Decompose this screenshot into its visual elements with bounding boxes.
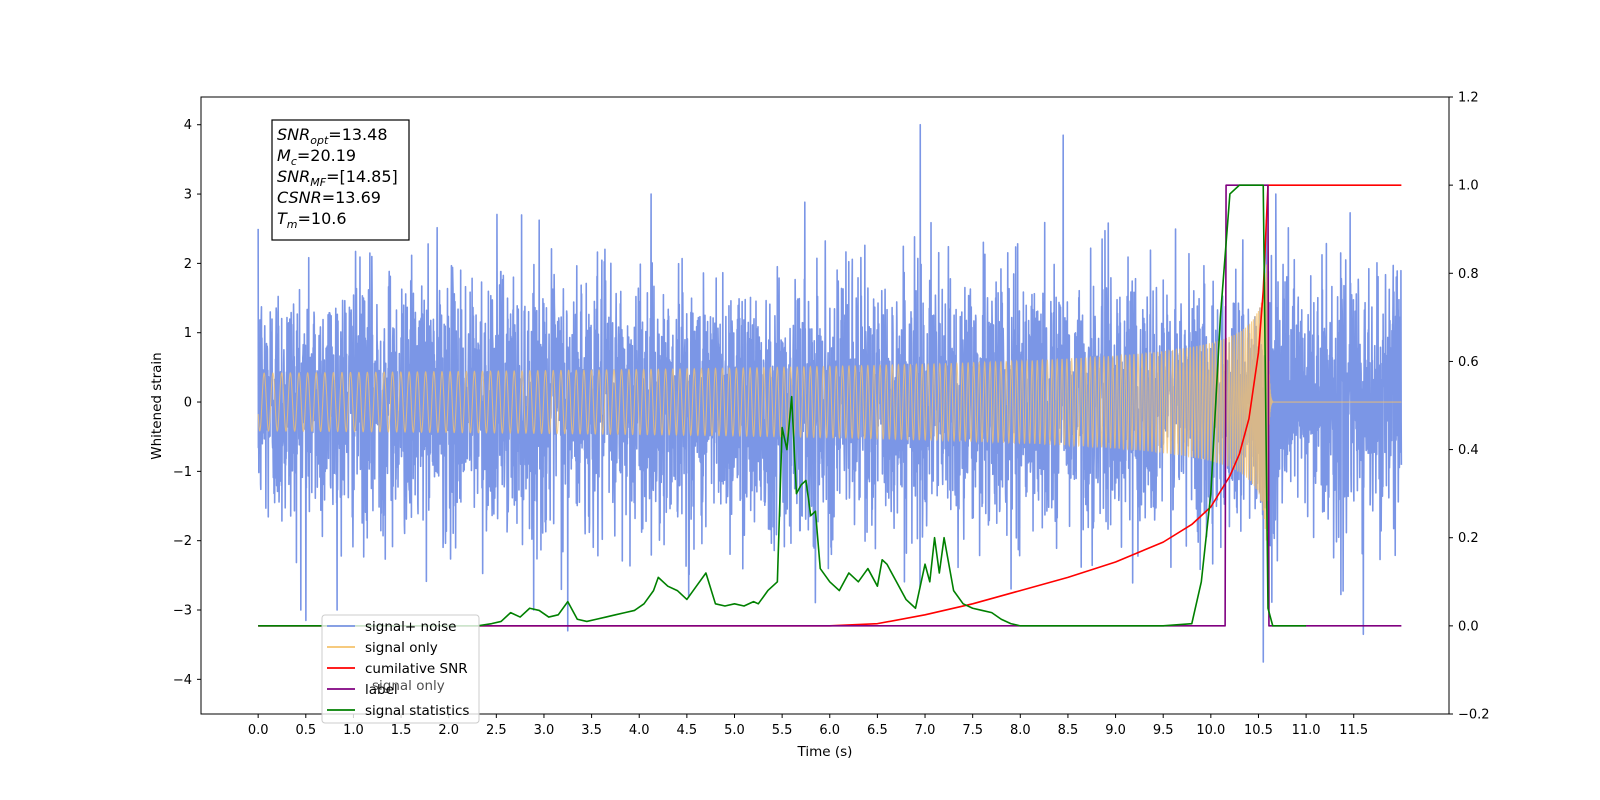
y-axis-label: Whitened strain [149,352,165,459]
plot-frame [200,96,1450,715]
x-tick-label: 0.5 [295,723,316,738]
y2-tick-label: 0.0 [1458,619,1479,634]
series-cumilative-snr-line [258,184,1402,627]
x-tick-label: 2.5 [486,723,507,738]
series-layer [257,123,1403,663]
x-tick-label: 8.0 [1010,723,1031,738]
legend-label: cumilative SNR [365,661,468,677]
x-tick-label: 10.0 [1196,723,1225,738]
stats-line: CSNR=13.69 [277,188,381,207]
x-tick-label: 5.5 [772,723,793,738]
x-tick-label: 3.5 [581,723,602,738]
y2-tick-label: 0.8 [1458,267,1479,282]
y-tick-label: 1 [184,326,192,341]
stats-line: Tm=10.6 [277,209,347,231]
stats-box: SNRopt=13.48Mc=20.19SNRMF=[14.85]CSNR=13… [271,119,410,241]
y-tick-label: 3 [184,188,192,203]
x-tick-label: 0.0 [248,723,269,738]
legend-label: signal only [365,640,438,656]
y-tick-label: −2 [173,534,192,549]
x-tick-label: 10.5 [1244,723,1273,738]
y2-axis: −0.2 0.0 0.2 0.4 0.6 0.8 1.0 1.2 [1449,91,1490,723]
x-tick-label: 8.5 [1058,723,1079,738]
x-axis-label: Time (s) [797,744,853,760]
x-tick-label: 4.0 [629,723,650,738]
x-tick-label: 2.0 [438,723,459,738]
y-tick-label: −4 [173,673,192,688]
x-tick-label: 6.5 [867,723,888,738]
y-tick-label: 4 [184,118,192,133]
legend-label: signal+ noise [365,619,456,635]
x-tick-label: 1.5 [391,723,412,738]
y-axis: −4 −3 −2 −1 0 1 2 3 4 [173,118,201,688]
stats-box-frame [271,119,410,241]
x-axis: 0.0 0.5 1.0 1.5 2.0 2.5 3.0 3.5 4.0 4.5 5.0 5.5 6.0 6… [248,714,1368,738]
y2-tick-label: 1.0 [1458,179,1479,194]
x-tick-label: 4.5 [677,723,698,738]
x-tick-label: 7.5 [962,723,983,738]
y-tick-label: 0 [184,396,192,411]
y2-tick-label: 0.6 [1458,355,1479,370]
legend-label: label [365,682,398,698]
legend-occluded-text: signal only [372,678,445,694]
x-tick-label: 1.0 [343,723,364,738]
x-tick-label: 3.0 [534,723,555,738]
x-tick-label: 5.0 [724,723,745,738]
legend-label: signal statistics [365,703,469,719]
x-tick-label: 9.5 [1153,723,1174,738]
series-signal-only-line [257,264,1402,541]
y2-tick-label: −0.2 [1458,708,1490,723]
y-tick-label: −3 [173,604,192,619]
x-tick-label: 7.0 [915,723,936,738]
series-signal-statistics-line [258,184,1307,627]
stats-line: SNRopt=13.48 [277,125,388,147]
legend-frame [321,614,480,724]
stats-line: Mc=20.19 [277,146,356,168]
y2-tick-label: 0.4 [1458,443,1479,458]
x-tick-label: 11.5 [1339,723,1368,738]
y2-tick-label: 1.2 [1458,91,1479,106]
y2-tick-label: 0.2 [1458,531,1479,546]
x-tick-label: 9.0 [1105,723,1126,738]
y-tick-label: −1 [173,465,192,480]
x-tick-label: 11.0 [1292,723,1321,738]
y-tick-label: 2 [184,257,192,272]
stats-line: SNRMF=[14.85] [277,167,398,189]
x-tick-label: 6.0 [819,723,840,738]
